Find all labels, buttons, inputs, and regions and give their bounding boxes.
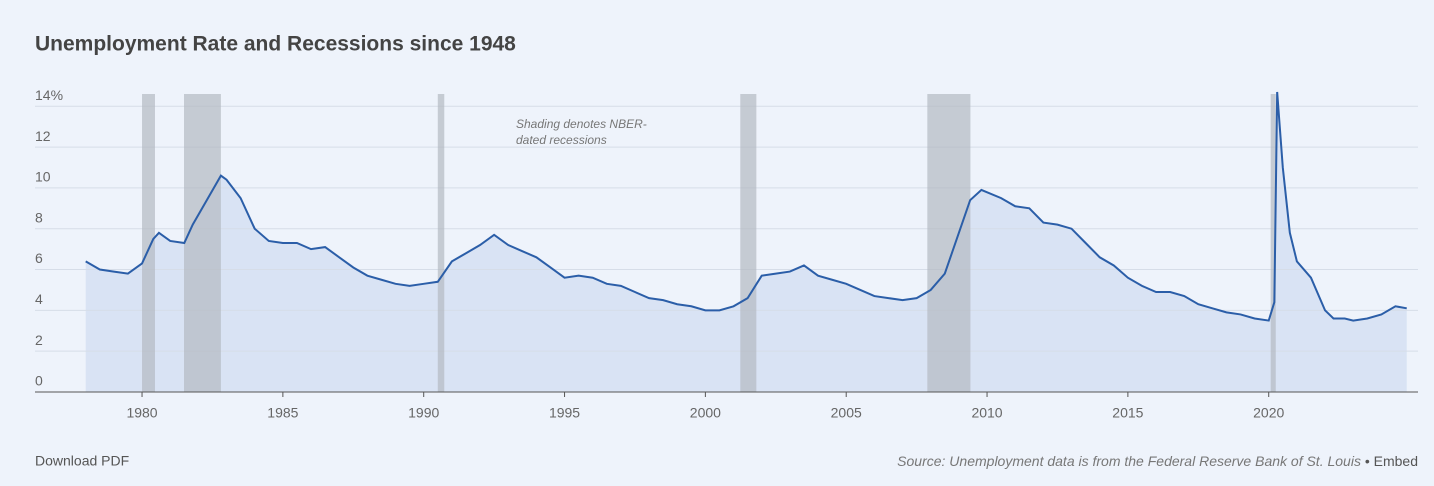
y-tick-label: 10 [35,169,51,185]
annotation: Shading denotes NBER- [516,117,647,131]
chart-title: Unemployment Rate and Recessions since 1… [35,33,516,56]
y-tick-label: 6 [35,250,43,266]
download-link[interactable]: Download PDF [35,453,129,469]
annotation: dated recessions [516,133,607,147]
y-tick-label: 12 [35,128,51,144]
x-tick-label: 2015 [1112,405,1143,421]
recession-band [142,94,155,392]
y-tick-label: 4 [35,291,43,307]
y-tick-label: 0 [35,373,43,389]
source-text: Source: Unemployment data is from the Fe… [897,453,1361,469]
x-tick-label: 2000 [690,405,721,421]
recession-band [437,94,445,392]
x-tick-label: 1985 [267,405,298,421]
source-note: Source: Unemployment data is from the Fe… [897,453,1418,469]
separator: • [1365,453,1370,469]
embed-link[interactable]: Embed [1374,453,1418,469]
x-tick-label: 2010 [971,405,1002,421]
recession-band [927,94,971,392]
recession-band [184,94,221,392]
x-tick-label: 1990 [408,405,439,421]
unemployment-line [85,91,1407,322]
x-tick-label: 1980 [126,405,157,421]
area-fill [85,91,1407,393]
x-tick-label: 1995 [549,405,580,421]
recession-band [1270,94,1276,392]
x-tick-label: 2005 [831,405,862,421]
y-tick-label: 8 [35,209,43,225]
y-tick-label: 14% [35,87,63,103]
x-tick-label: 2020 [1253,405,1284,421]
y-tick-label: 2 [35,332,43,348]
recession-band [740,94,757,392]
